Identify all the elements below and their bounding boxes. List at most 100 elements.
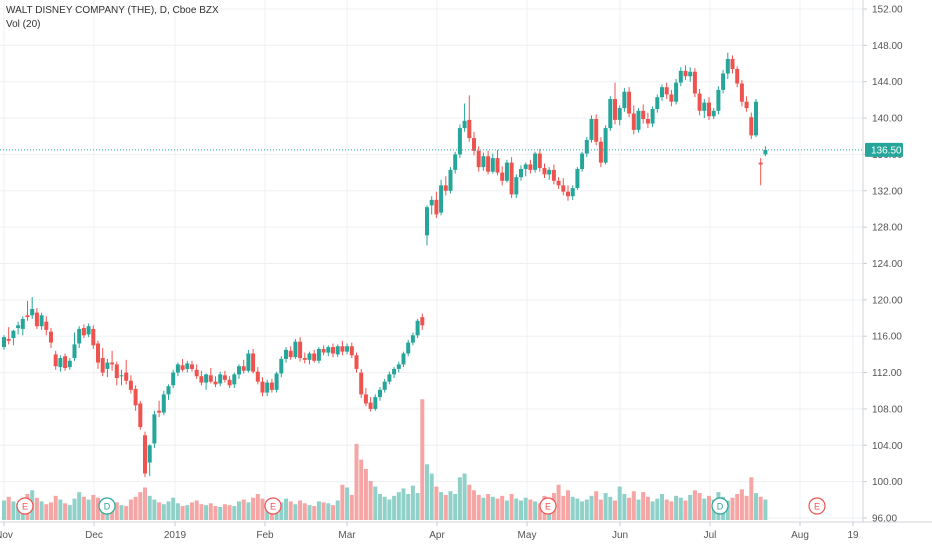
earnings-marker[interactable]: E bbox=[808, 497, 826, 515]
candle bbox=[589, 115, 594, 143]
candle bbox=[20, 316, 25, 336]
candle-body bbox=[246, 353, 251, 371]
y-tick-label: 132.00 bbox=[872, 186, 903, 197]
volume-bar bbox=[72, 498, 77, 520]
candle bbox=[2, 335, 6, 350]
volume-bar bbox=[570, 496, 575, 520]
candle-body bbox=[754, 101, 758, 136]
event-marker-letter: D bbox=[104, 502, 111, 512]
candle-body bbox=[486, 156, 491, 172]
volume-bar bbox=[321, 502, 326, 520]
dividend-marker[interactable]: D bbox=[711, 497, 729, 515]
candle bbox=[514, 174, 519, 199]
candle-body bbox=[763, 149, 768, 155]
volume-bar bbox=[34, 497, 39, 520]
candle bbox=[425, 205, 429, 246]
volume-bar bbox=[96, 497, 100, 520]
volume-bar bbox=[331, 505, 335, 520]
candle bbox=[763, 146, 768, 157]
volume-bar bbox=[293, 504, 298, 520]
candle-body bbox=[504, 162, 509, 181]
candle-body bbox=[678, 70, 683, 83]
event-marker-circle bbox=[98, 497, 116, 515]
candle bbox=[692, 68, 697, 98]
candle bbox=[669, 89, 674, 107]
volume-bar bbox=[589, 495, 594, 520]
candle-body bbox=[312, 353, 317, 361]
candle-body bbox=[147, 445, 152, 463]
candle bbox=[410, 332, 415, 346]
candle bbox=[566, 185, 570, 201]
candle-body bbox=[274, 373, 279, 390]
candle-body bbox=[589, 118, 594, 140]
earnings-marker[interactable]: E bbox=[539, 497, 557, 515]
volume-bar bbox=[166, 501, 171, 520]
candle bbox=[269, 378, 274, 393]
candle bbox=[434, 191, 439, 219]
candle-body bbox=[58, 358, 63, 368]
volume-bar bbox=[194, 500, 199, 520]
candle-body bbox=[631, 113, 636, 130]
candle-body bbox=[683, 70, 688, 77]
y-tick-label: 100.00 bbox=[872, 477, 903, 488]
candle-body bbox=[401, 353, 406, 365]
dividend-marker[interactable]: D bbox=[98, 497, 116, 515]
candle bbox=[443, 176, 448, 196]
volume-bar bbox=[288, 501, 293, 520]
volume-bar bbox=[490, 496, 495, 520]
earnings-marker[interactable]: E bbox=[16, 497, 34, 515]
candle-body bbox=[688, 71, 693, 77]
volume-bar bbox=[664, 499, 669, 520]
x-tick-label: Mar bbox=[338, 530, 356, 541]
candle bbox=[274, 371, 279, 393]
candle-body bbox=[91, 328, 96, 346]
volume-bar bbox=[152, 499, 157, 520]
candle-body bbox=[157, 410, 162, 413]
volume-bar bbox=[157, 502, 162, 520]
candle bbox=[537, 148, 542, 172]
candle-body bbox=[575, 168, 580, 189]
volume-bar bbox=[575, 498, 580, 520]
candle bbox=[180, 358, 185, 372]
candle-body bbox=[349, 346, 354, 356]
volume-bar bbox=[453, 494, 458, 520]
candle-body bbox=[692, 71, 697, 94]
candle-body bbox=[345, 346, 350, 352]
candle bbox=[697, 88, 702, 116]
volume-bar bbox=[222, 504, 227, 520]
candle bbox=[660, 84, 664, 101]
candle bbox=[237, 364, 241, 379]
candle-body bbox=[175, 364, 180, 373]
time-axis[interactable]: Nov Dec 2019 Feb Mar Apr May Jun Jul Aug 19 bbox=[0, 522, 859, 541]
event-marker-letter: D bbox=[717, 502, 724, 512]
volume-bar bbox=[613, 500, 617, 520]
candle bbox=[749, 112, 754, 139]
volume-bar bbox=[368, 481, 373, 520]
candle bbox=[617, 105, 622, 126]
candle-body bbox=[185, 363, 190, 369]
volume-bar bbox=[669, 501, 674, 520]
volume-bar bbox=[739, 489, 744, 520]
candle-body bbox=[739, 83, 744, 102]
volume-bar bbox=[519, 500, 523, 520]
volume-bar bbox=[387, 499, 392, 520]
volume-bar bbox=[378, 494, 382, 520]
volume-bar bbox=[363, 468, 368, 520]
volume-bar bbox=[744, 495, 749, 520]
earnings-marker[interactable]: E bbox=[264, 497, 282, 515]
candle-body bbox=[260, 381, 265, 393]
candle bbox=[472, 131, 476, 156]
event-marker-circle bbox=[711, 497, 729, 515]
candle-body bbox=[448, 169, 453, 191]
candle bbox=[161, 390, 166, 416]
candlestick-series bbox=[2, 52, 768, 478]
candle bbox=[11, 329, 16, 346]
candle bbox=[387, 371, 392, 385]
candle bbox=[34, 308, 39, 329]
volume-bar bbox=[81, 496, 86, 520]
candle-body bbox=[269, 382, 274, 390]
candle bbox=[143, 431, 147, 478]
price-axis[interactable]: 152.00148.00144.00140.00136.00132.00128.… bbox=[863, 5, 903, 525]
